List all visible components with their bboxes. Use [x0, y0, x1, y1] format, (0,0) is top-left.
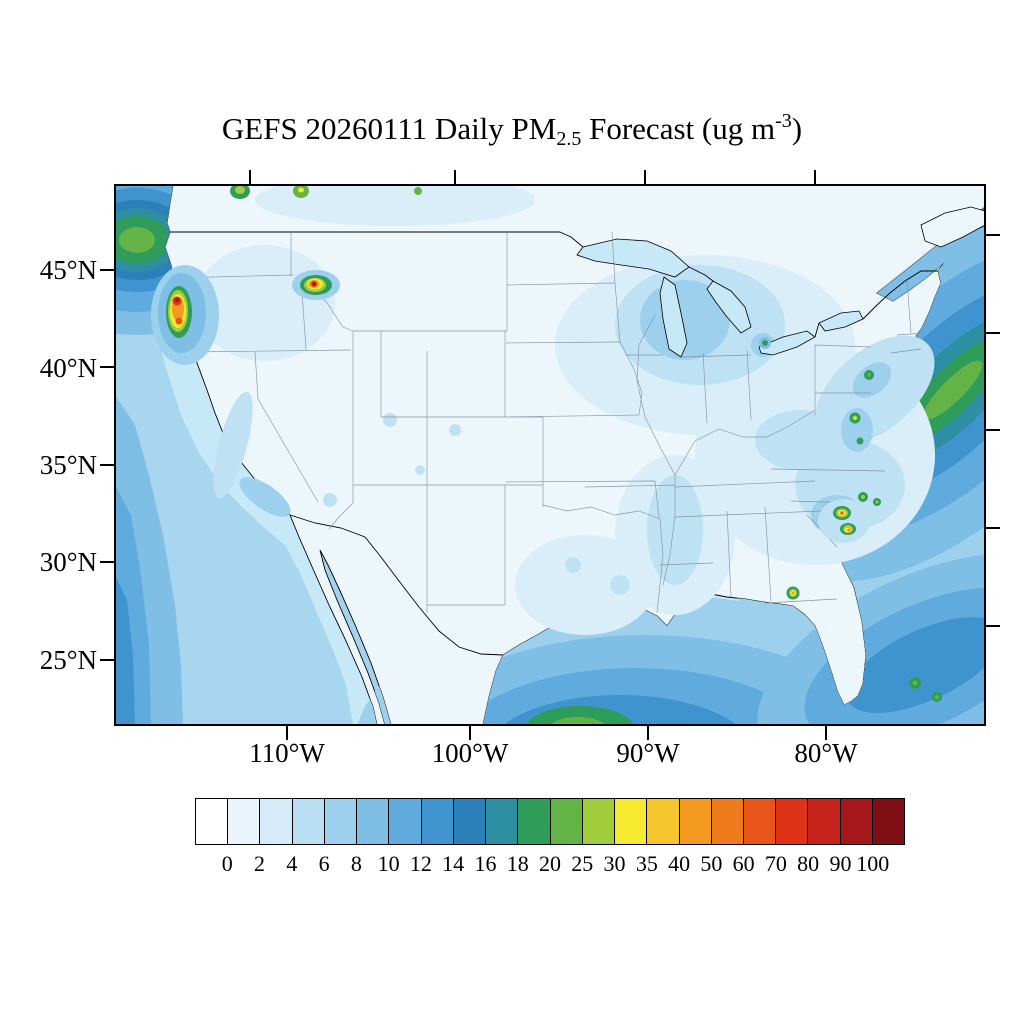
colorbar-tick-label: 12 [409, 851, 432, 876]
colorbar-segment [485, 799, 518, 844]
colorbar-segment [839, 799, 872, 844]
colorbar-tick-label: 40 [668, 851, 691, 876]
colorbar-tick-label: 2 [254, 851, 266, 876]
colorbar-tick-label: 8 [350, 851, 362, 876]
colorbar-tick-label: 20 [539, 851, 561, 876]
hotspot-montana [292, 270, 340, 300]
colorbar-tick-label: 35 [635, 851, 658, 876]
colorbar [195, 798, 905, 845]
mexico-border [289, 514, 504, 656]
bottom-axis-ticks [286, 726, 827, 740]
colorbar-segment [871, 799, 905, 844]
great-lakes [576, 238, 864, 358]
colorbar-tick-label: 100 [856, 851, 890, 876]
title-suffix: ) [791, 111, 803, 146]
right-axis-ticks [986, 234, 1000, 627]
hotspot-detroit [759, 337, 771, 349]
state-borders [171, 231, 926, 614]
colorbar-tick-label: 16 [474, 851, 497, 876]
colorbar-segment [356, 799, 389, 844]
map-area [115, 185, 985, 725]
lon-label-90w: 90°W [616, 738, 680, 768]
lon-label-110w: 110°W [249, 738, 325, 768]
colorbar-segment [742, 799, 776, 844]
colorbar-segment [549, 799, 582, 844]
colorbar-tick-label: 18 [506, 851, 529, 876]
title-superscript: -3 [775, 110, 792, 132]
colorbar-segment [227, 799, 260, 844]
colorbar-segment [196, 799, 228, 844]
lake-superior [576, 238, 690, 278]
lat-label-35n: 35°N [40, 450, 97, 480]
title-prefix: GEFS 20260111 Daily PM [221, 111, 557, 146]
colorbar-segment [323, 799, 357, 844]
lat-label-45n: 45°N [40, 255, 97, 285]
hotspot-norcal-oregon [151, 265, 219, 365]
land-pm-shading [195, 185, 935, 635]
lat-label-25n: 25°N [40, 645, 97, 675]
colorbar-segment [646, 799, 679, 844]
colorbar-segment [807, 799, 840, 844]
hotspot-gulf-coast [786, 586, 800, 600]
title-subscript: 2.5 [556, 128, 582, 150]
title-middle: Forecast (ug m [581, 111, 776, 146]
hotspot-nyc [864, 370, 874, 380]
lon-label-100w: 100°W [432, 738, 509, 768]
lake-huron [706, 280, 752, 334]
colorbar-segment [452, 799, 486, 844]
colorbar-segment [710, 799, 743, 844]
lat-label-30n: 30°N [40, 547, 97, 577]
colorbar-tick-label: 14 [442, 851, 465, 876]
colorbar-segment [581, 799, 615, 844]
lat-label-40n: 40°N [40, 353, 97, 383]
colorbar-segment [775, 799, 808, 844]
colorbar-segment [291, 799, 324, 844]
colorbar-tick-label: 50 [700, 851, 723, 876]
colorbar-tick-label: 70 [764, 851, 787, 876]
chart-title: GEFS 20260111 Daily PM2.5 Forecast (ug m… [0, 110, 1024, 151]
top-axis-ticks [249, 170, 816, 184]
nova-scotia [920, 206, 985, 248]
colorbar-tick-label: 0 [221, 851, 233, 876]
colorbar-tick-label: 90 [829, 851, 852, 876]
colorbar-segment [678, 799, 711, 844]
gulf-of-california [319, 549, 392, 725]
colorbar-tick-label: 80 [797, 851, 820, 876]
colorbar-tick-label: 30 [603, 851, 626, 876]
colorbar-tick-label: 60 [732, 851, 755, 876]
colorbar-segment [259, 799, 292, 844]
left-axis-ticks [100, 269, 114, 661]
colorbar-tick-label: 4 [286, 851, 298, 876]
colorbar-tick-label: 6 [318, 851, 330, 876]
colorbar-labels: 0 2 4 6 8 10 12 14 16 18 20 25 30 35 40 50 60 70 80 90 100 [195, 851, 905, 879]
canada-hotspots [230, 185, 422, 199]
colorbar-segment [420, 799, 453, 844]
colorbar-segment [517, 799, 550, 844]
colorbar-segment [388, 799, 421, 844]
map-frame [114, 184, 986, 726]
hotspot-baltimore-dc [849, 412, 864, 445]
hotspot-carolinas [858, 492, 881, 506]
colorbar-segment [614, 799, 647, 844]
canada-border [170, 231, 938, 338]
colorbar-tick-label: 25 [571, 851, 594, 876]
colorbar-tick-label: 10 [377, 851, 400, 876]
hotspot-georgia [818, 499, 870, 543]
lon-label-80w: 80°W [794, 738, 858, 768]
lake-erie [758, 330, 816, 356]
